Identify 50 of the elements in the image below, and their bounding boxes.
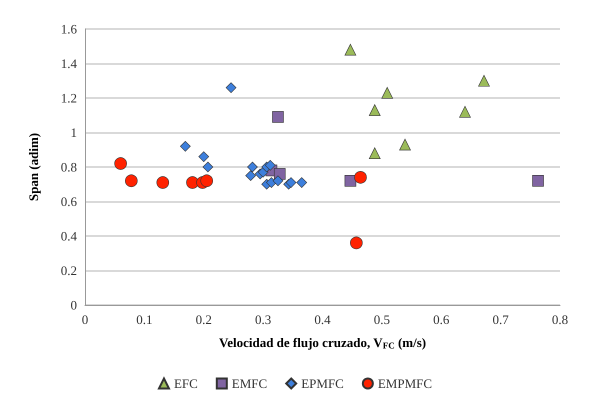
point	[272, 176, 284, 186]
point	[296, 177, 308, 188]
point	[200, 174, 214, 188]
point	[368, 104, 381, 116]
point	[114, 157, 127, 170]
point	[247, 162, 258, 172]
x-tick-label: 0.7	[492, 312, 510, 327]
point	[264, 160, 276, 171]
point	[125, 174, 138, 188]
legend-label: EMPMFC	[378, 376, 432, 391]
x-tick-label: 0.8	[552, 312, 568, 327]
point	[180, 141, 191, 152]
point	[198, 151, 210, 162]
point	[478, 74, 490, 87]
point	[272, 111, 284, 123]
point	[381, 87, 394, 99]
point	[156, 176, 170, 189]
point	[344, 44, 356, 56]
y-tick-label: 1	[70, 125, 77, 140]
y-tick-label: 0.4	[60, 228, 78, 244]
legend-label: EPMFC	[301, 376, 344, 391]
y-tick-label: 0.6	[60, 194, 78, 209]
point	[459, 106, 471, 118]
point	[245, 170, 256, 181]
y-tick-label: 1.2	[60, 90, 77, 106]
y-tick-label: 0.2	[60, 263, 77, 278]
x-tick-label: 0.3	[255, 312, 272, 327]
y-axis-title: Span (adim)	[26, 132, 41, 202]
y-tick-label: 0	[70, 298, 77, 312]
point	[368, 147, 381, 159]
x-tick-label: 0	[82, 312, 88, 327]
point	[399, 138, 411, 150]
x-tick-label: 0.5	[374, 312, 390, 327]
point	[226, 82, 236, 93]
x-tick-label: 0.4	[314, 312, 332, 327]
point	[350, 236, 363, 250]
point	[186, 176, 199, 189]
legend-label: EMFC	[232, 376, 268, 391]
y-tick-label: 1.6	[60, 22, 78, 36]
point	[344, 175, 356, 187]
point	[354, 171, 367, 184]
point	[286, 177, 296, 188]
point	[202, 162, 214, 172]
y-tick-label: 0.8	[60, 160, 77, 174]
point	[532, 175, 544, 187]
legend-label: EFC	[174, 376, 198, 391]
x-tick-label: 0.6	[433, 312, 450, 327]
y-tick-label: 1.4	[60, 56, 78, 71]
x-tick-label: 0.1	[136, 312, 152, 327]
x-tick-label: 0.2	[196, 312, 212, 327]
